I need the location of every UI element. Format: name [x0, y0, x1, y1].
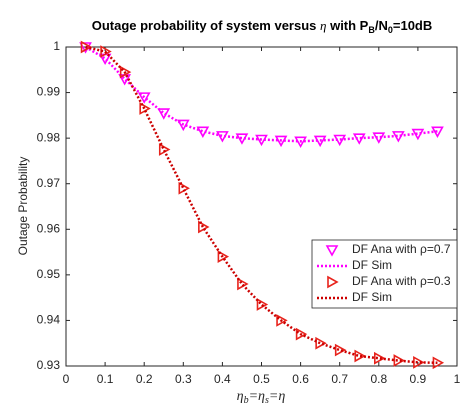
marker [256, 298, 269, 311]
sim-line [85, 45, 438, 365]
marker [334, 343, 347, 357]
y-tick-label: 0.94 [37, 313, 61, 327]
title-part: Outage probability of system versus [92, 18, 320, 33]
marker [413, 355, 425, 369]
marker [315, 336, 327, 350]
legend-box [311, 239, 458, 309]
marker [431, 126, 444, 138]
marker [354, 349, 366, 363]
x-tick-label: 0.4 [214, 372, 231, 386]
marker [295, 327, 308, 341]
y-axis-label: Outage Probability [16, 157, 30, 256]
y-tick-label: 0.96 [37, 221, 61, 235]
x-tick-label: 0.7 [331, 372, 348, 386]
x-tick-label: 0.6 [292, 372, 309, 386]
marker [237, 277, 249, 291]
x-tick-label: 0.1 [97, 372, 114, 386]
x-tick-label: 0.5 [253, 372, 270, 386]
title-part: 0 [388, 25, 393, 35]
x-tick-label: 0.3 [175, 372, 192, 386]
sim-line [84, 45, 438, 143]
marker [393, 354, 405, 367]
marker [217, 250, 230, 263]
x-tick-label: 0 [63, 372, 70, 386]
x-tick-label: 0.2 [136, 372, 153, 386]
xlabel-part: =η [249, 389, 265, 404]
x-tick-label: 0.9 [410, 372, 427, 386]
y-tick-label: 0.93 [37, 358, 61, 372]
marker [274, 135, 288, 148]
y-tick-label: 1 [53, 39, 60, 53]
marker [373, 351, 386, 365]
y-tick-label: 0.95 [37, 267, 61, 281]
y-tick-label: 0.99 [37, 85, 61, 99]
y-tick-label: 0.98 [37, 130, 61, 144]
title-part: with P [326, 18, 368, 33]
legend-label: DF Sim [352, 290, 392, 304]
x-tick-label: 0.8 [370, 372, 387, 386]
xlabel-part: η [237, 389, 244, 404]
marker [137, 92, 151, 104]
legend-marker [325, 245, 339, 257]
chart-title: Outage probability of system versus η wi… [92, 18, 433, 35]
legend-label: DF Ana with ρ=0.7 [352, 242, 451, 256]
title-part: B [368, 25, 375, 35]
legend-label: DF Sim [352, 258, 392, 272]
title-part: η [320, 18, 326, 33]
xlabel-part: s [265, 395, 269, 406]
marker [80, 40, 93, 54]
xlabel-part: =η [269, 389, 285, 404]
marker [119, 65, 132, 79]
x-tick-label: 1 [454, 372, 461, 386]
marker [276, 314, 288, 327]
y-tick-label: 0.97 [37, 176, 61, 190]
xlabel-part: b [244, 395, 249, 406]
marker [294, 136, 307, 148]
title-part: /N [375, 18, 388, 33]
title-part: =10dB [393, 18, 432, 33]
legend-marker [327, 275, 339, 289]
x-axis-label: ηb=ηs=η [237, 389, 286, 406]
legend-label: DF Ana with ρ=0.3 [352, 274, 451, 288]
plot-frame [65, 46, 458, 367]
